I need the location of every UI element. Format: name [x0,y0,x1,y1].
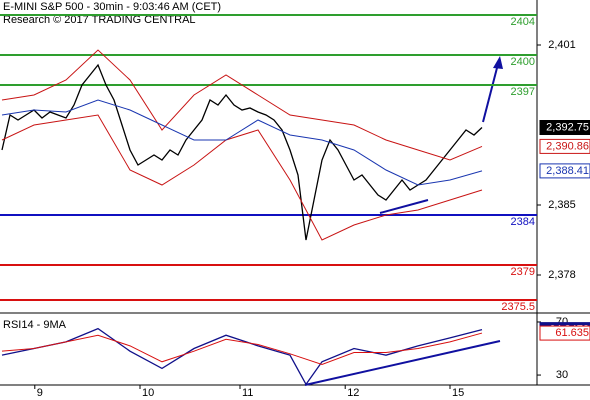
x-tick-label: 15 [452,387,464,399]
rsi-trend-line [304,340,501,386]
pane-title: RSI14 - 9MA [3,319,67,331]
level-label: 2404 [511,16,535,28]
chart-title: E-MINI S&P 500 - 30min - 9:03:46 AM (CET… [3,1,221,13]
level-label: 2375.5 [501,301,535,313]
arrow-head [493,56,503,69]
value-tag [539,325,590,341]
value-tag-label: 2,388.41 [546,165,589,177]
x-tick-label: 10 [142,387,154,399]
level-label: 2384 [511,216,535,228]
x-tick-label: 9 [37,387,43,399]
value-tag-label: 61.635 [555,327,589,339]
value-tag [539,120,590,135]
series-line [1,332,483,365]
level-label: 2397 [511,86,535,98]
level-label: 2400 [511,56,535,68]
value-tag-label: 2,392.75 [546,121,589,133]
value-tag-label: 2,390.86 [546,140,589,152]
y-tick-label: 2,385 [548,199,576,211]
trend-arrow [482,63,499,123]
chart-subtitle: Research © 2017 TRADING CENTRAL [3,14,196,26]
series-line [1,114,483,241]
x-tick-label: 11 [242,387,253,399]
series-line [1,99,483,186]
y-tick-label: 30 [556,369,568,381]
series-line [1,327,483,386]
y-tick-label: 2,401 [548,39,576,51]
value-tag [539,138,590,154]
series-line [1,49,483,161]
x-tick-label: 12 [347,387,359,399]
series-line [1,63,483,241]
value-tag [539,163,590,179]
level-label: 2379 [511,266,535,278]
y-tick-label: 2,378 [548,269,576,281]
trend-line [379,199,429,214]
